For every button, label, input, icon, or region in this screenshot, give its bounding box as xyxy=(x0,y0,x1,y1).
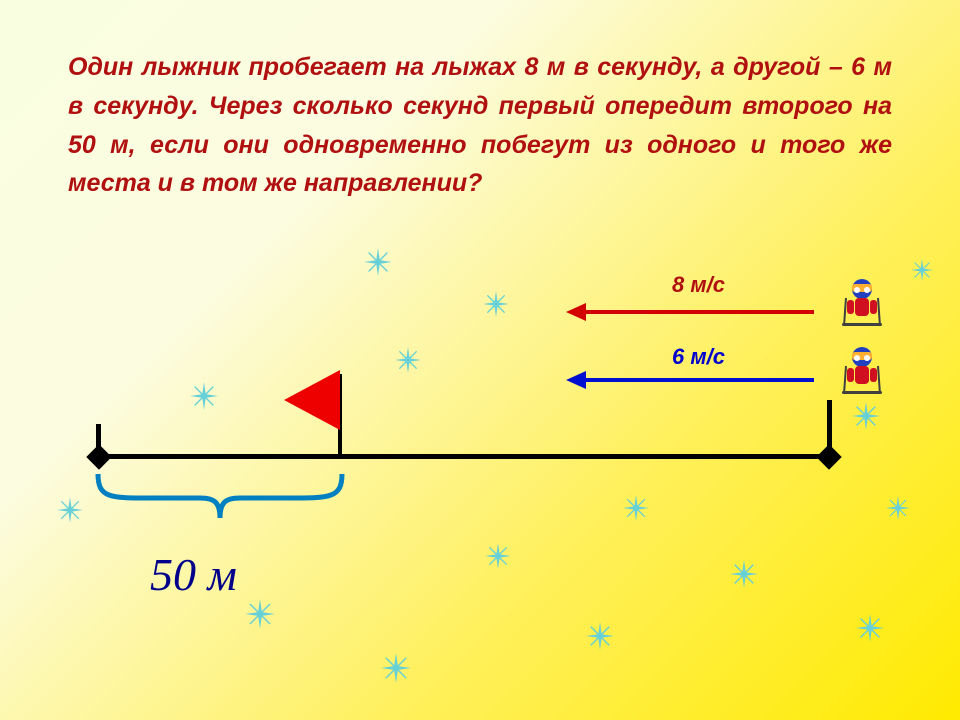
endpoint-left xyxy=(86,444,111,469)
arrow-2-head xyxy=(566,371,586,389)
sparkle-icon xyxy=(364,248,392,276)
sparkle-icon xyxy=(57,497,83,523)
sparkle-icon xyxy=(886,496,910,520)
sparkle-icon xyxy=(623,495,649,521)
skier-2-icon xyxy=(838,346,886,398)
problem-text: Один лыжник пробегает на лыжах 8 м в сек… xyxy=(68,48,892,203)
endpoint-right xyxy=(816,444,841,469)
skier-1-icon xyxy=(838,278,886,330)
sparkle-icon xyxy=(483,291,509,317)
sparkle-icon xyxy=(911,259,933,281)
flag-icon xyxy=(284,370,340,430)
sparkle-icon xyxy=(395,347,421,373)
number-line xyxy=(98,454,830,459)
speed-label-1: 8 м/с xyxy=(672,272,725,298)
sparkle-icon xyxy=(730,560,758,588)
sparkle-icon xyxy=(586,622,614,650)
sparkle-icon xyxy=(485,543,511,569)
sparkle-icon xyxy=(856,614,884,642)
sparkle-icon xyxy=(190,382,218,410)
sparkle-icon xyxy=(245,599,275,629)
arrow-1 xyxy=(584,310,814,314)
sparkle-icon xyxy=(381,653,411,683)
speed-label-2: 6 м/с xyxy=(672,344,725,370)
distance-label: 50 м xyxy=(150,548,237,601)
brace xyxy=(90,470,350,530)
arrow-1-head xyxy=(566,303,586,321)
arrow-2 xyxy=(584,378,814,382)
sparkle-icon xyxy=(852,402,880,430)
